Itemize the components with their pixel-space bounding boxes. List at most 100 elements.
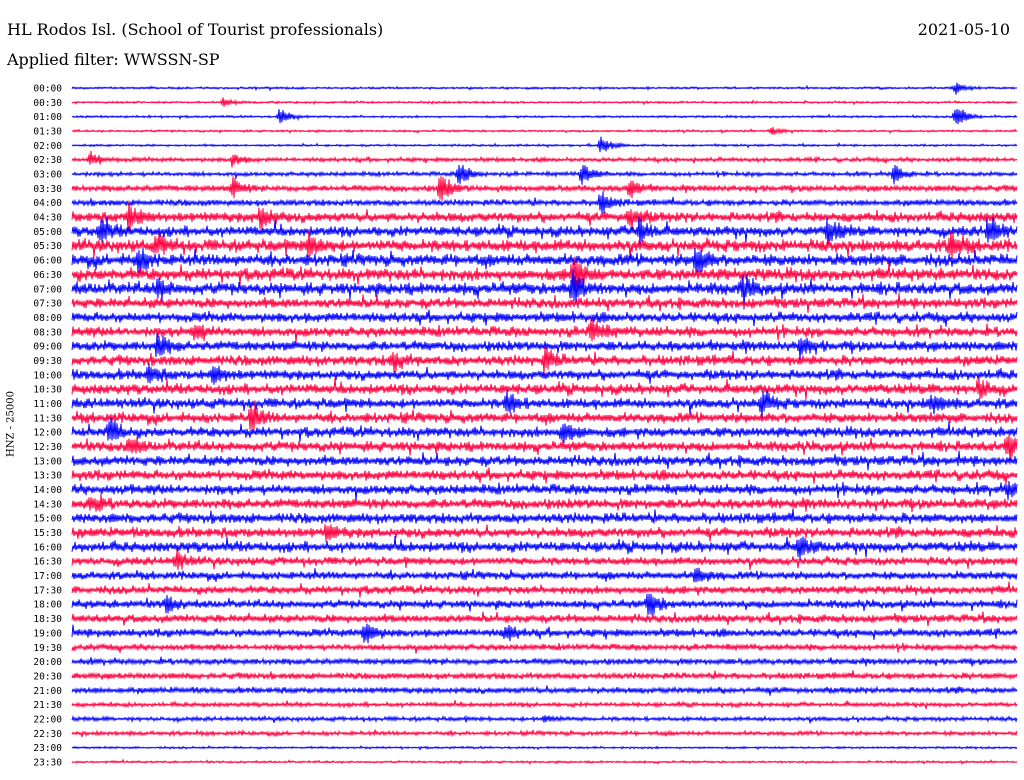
trace-2130 bbox=[71, 700, 1018, 710]
trace-2330 bbox=[71, 758, 1018, 766]
time-tick-label: 01:00 bbox=[33, 112, 62, 123]
time-tick-label: 05:30 bbox=[33, 241, 62, 252]
trace-1000 bbox=[71, 362, 1018, 385]
trace-0000 bbox=[71, 82, 1018, 95]
trace-1930 bbox=[71, 642, 1018, 654]
trace-0030 bbox=[71, 97, 1018, 107]
time-tick-label: 08:00 bbox=[33, 313, 62, 324]
time-tick-label: 23:30 bbox=[33, 757, 62, 768]
time-tick-label: 17:00 bbox=[33, 571, 62, 582]
time-tick-label: 02:00 bbox=[33, 141, 62, 152]
trace-1330 bbox=[71, 467, 1018, 485]
trace-0530 bbox=[71, 229, 1018, 259]
time-tick-label: 12:00 bbox=[33, 428, 62, 439]
trace-1730 bbox=[71, 581, 1018, 598]
time-tick-label: 13:00 bbox=[33, 456, 62, 467]
time-tick-label: 10:00 bbox=[33, 370, 62, 381]
time-tick-label: 12:30 bbox=[33, 442, 62, 453]
trace-0830 bbox=[71, 317, 1018, 343]
trace-2230 bbox=[71, 728, 1018, 738]
trace-1230 bbox=[71, 434, 1018, 465]
trace-2100 bbox=[71, 685, 1018, 696]
trace-1100 bbox=[71, 390, 1018, 420]
time-tick-label: 20:30 bbox=[33, 671, 62, 682]
trace-1800 bbox=[71, 593, 1018, 616]
time-tick-label: 04:00 bbox=[33, 198, 62, 209]
trace-1600 bbox=[71, 535, 1018, 561]
trace-2000 bbox=[71, 656, 1018, 667]
trace-1130 bbox=[71, 400, 1018, 431]
trace-1830 bbox=[71, 611, 1018, 627]
time-tick-labels: 00:00 00:30 01:00 01:30 02:00 02:30 03:00 03:30… bbox=[33, 84, 62, 769]
time-tick-label: 19:30 bbox=[33, 643, 62, 654]
time-tick-label: 09:30 bbox=[33, 356, 62, 367]
trace-2030 bbox=[71, 670, 1018, 681]
trace-0730 bbox=[71, 292, 1018, 313]
time-tick-label: 21:30 bbox=[33, 700, 62, 711]
time-tick-label: 16:30 bbox=[33, 557, 62, 568]
trace-0130 bbox=[71, 127, 1018, 136]
time-tick-label: 22:30 bbox=[33, 729, 62, 740]
time-tick-label: 14:30 bbox=[33, 499, 62, 510]
trace-0100 bbox=[71, 108, 1018, 125]
time-tick-label: 14:00 bbox=[33, 485, 62, 496]
trace-1630 bbox=[71, 548, 1018, 570]
time-tick-label: 10:30 bbox=[33, 385, 62, 396]
time-tick-label: 01:30 bbox=[33, 127, 62, 138]
time-tick-label: 11:00 bbox=[33, 399, 62, 410]
trace-0930 bbox=[71, 346, 1018, 376]
time-tick-label: 00:00 bbox=[33, 84, 62, 95]
trace-1200 bbox=[71, 417, 1018, 444]
time-tick-label: 19:00 bbox=[33, 628, 62, 639]
time-tick-label: 20:00 bbox=[33, 657, 62, 668]
trace-0700 bbox=[71, 268, 1018, 310]
trace-2200 bbox=[71, 714, 1018, 724]
trace-0400 bbox=[71, 191, 1018, 214]
station-title: HL Rodos Isl. (School of Tourist profess… bbox=[7, 20, 384, 39]
trace-1030 bbox=[71, 377, 1018, 400]
time-tick-label: 05:00 bbox=[33, 227, 62, 238]
time-tick-label: 13:30 bbox=[33, 471, 62, 482]
trace-2300 bbox=[71, 744, 1018, 751]
time-tick-label: 00:30 bbox=[33, 98, 62, 109]
seismic-traces bbox=[71, 82, 1018, 766]
trace-0800 bbox=[71, 309, 1018, 327]
time-tick-label: 11:30 bbox=[33, 413, 62, 424]
trace-1400 bbox=[71, 480, 1018, 501]
time-tick-label: 15:00 bbox=[33, 514, 62, 525]
time-tick-label: 07:30 bbox=[33, 299, 62, 310]
trace-1700 bbox=[71, 567, 1018, 583]
time-tick-label: 06:00 bbox=[33, 256, 62, 267]
trace-1430 bbox=[71, 493, 1018, 513]
time-tick-label: 04:30 bbox=[33, 213, 62, 224]
trace-0230 bbox=[71, 150, 1018, 168]
time-tick-label: 18:30 bbox=[33, 614, 62, 625]
time-tick-label: 02:30 bbox=[33, 155, 62, 166]
time-tick-label: 16:00 bbox=[33, 542, 62, 553]
time-tick-label: 06:30 bbox=[33, 270, 62, 281]
trace-1300 bbox=[71, 450, 1018, 471]
time-tick-label: 03:30 bbox=[33, 184, 62, 195]
trace-0330 bbox=[71, 176, 1018, 201]
trace-1900 bbox=[71, 623, 1018, 644]
time-tick-label: 08:30 bbox=[33, 327, 62, 338]
time-tick-label: 18:00 bbox=[33, 600, 62, 611]
trace-0500 bbox=[71, 216, 1018, 249]
time-tick-label: 07:00 bbox=[33, 284, 62, 295]
time-tick-label: 15:30 bbox=[33, 528, 62, 539]
trace-1530 bbox=[71, 524, 1018, 542]
trace-1500 bbox=[71, 508, 1018, 525]
time-tick-label: 23:00 bbox=[33, 743, 62, 754]
time-tick-label: 09:00 bbox=[33, 342, 62, 353]
time-tick-label: 22:00 bbox=[33, 714, 62, 725]
trace-0300 bbox=[71, 164, 1018, 185]
trace-0600 bbox=[71, 247, 1018, 275]
time-tick-label: 21:00 bbox=[33, 686, 62, 697]
trace-0900 bbox=[71, 332, 1018, 360]
plot-date: 2021-05-10 bbox=[917, 20, 1010, 39]
time-tick-label: 17:30 bbox=[33, 585, 62, 596]
filter-label: Applied filter: WWSSN-SP bbox=[7, 50, 220, 69]
trace-0200 bbox=[71, 136, 1018, 153]
time-tick-label: 03:00 bbox=[33, 170, 62, 181]
